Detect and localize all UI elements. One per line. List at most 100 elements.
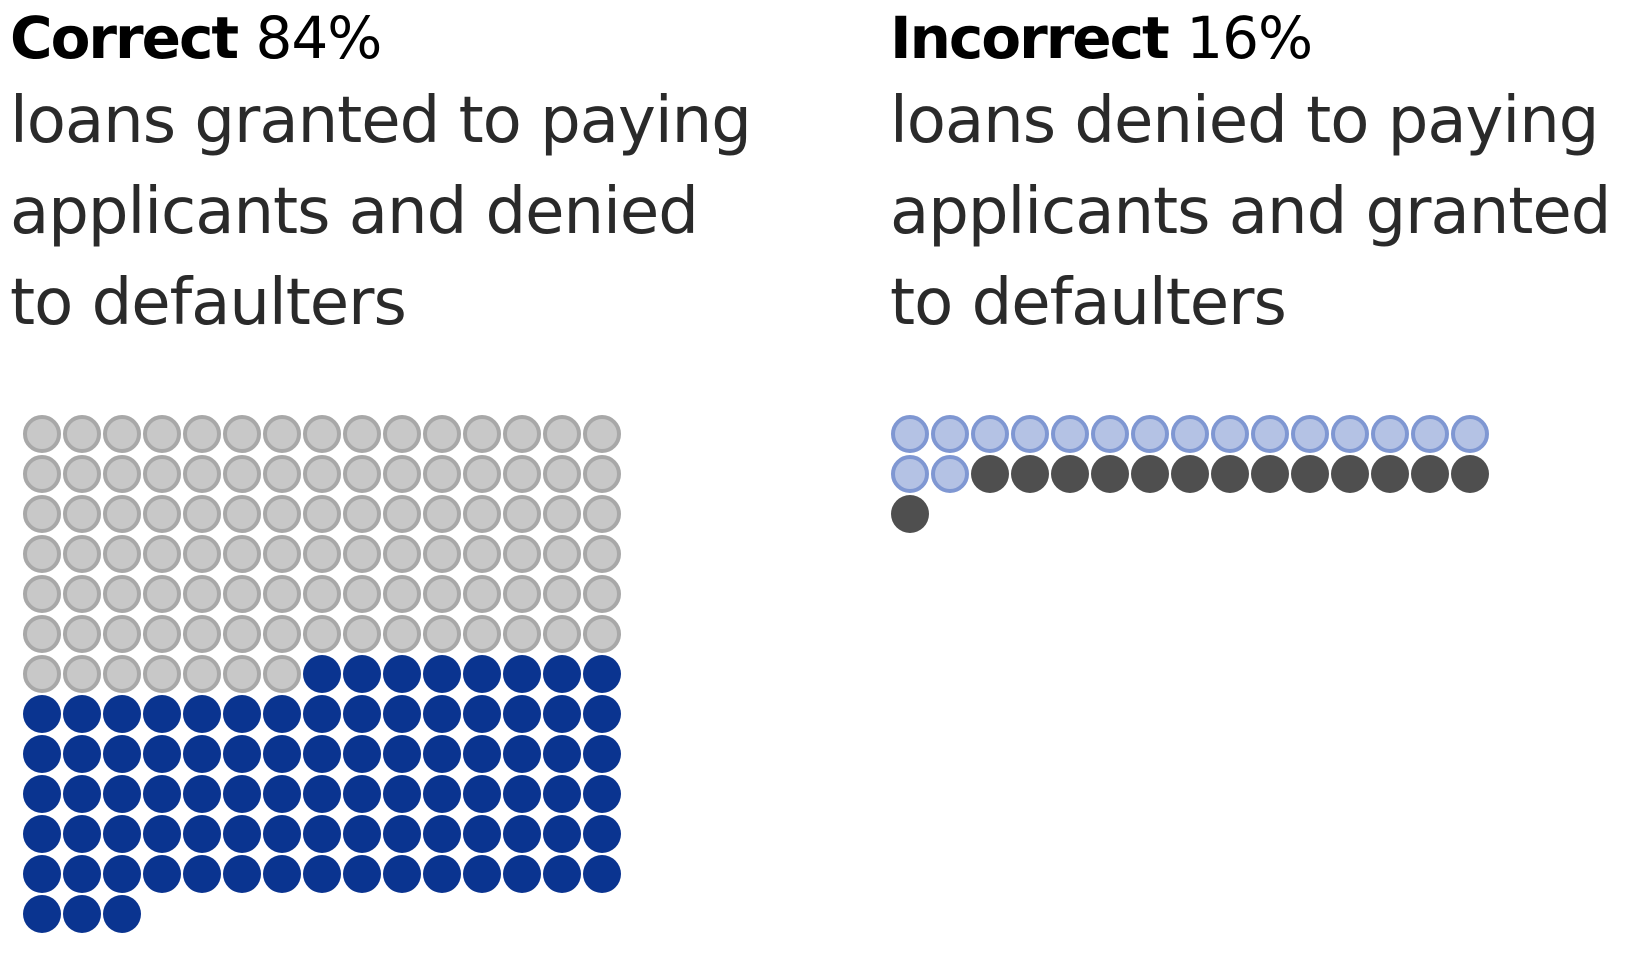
- correct-waffle-dot-seg1: [543, 415, 581, 453]
- correct-waffle-dot-seg2: [303, 655, 341, 693]
- correct-waffle-dot-seg2: [143, 735, 181, 773]
- correct-waffle: [23, 415, 621, 933]
- correct-waffle-dot-seg2: [303, 855, 341, 893]
- incorrect-waffle-dot-seg2: [1131, 455, 1169, 493]
- correct-waffle-dot-seg1: [463, 575, 501, 613]
- correct-waffle-dot-seg1: [463, 455, 501, 493]
- correct-waffle-dot-seg1: [143, 535, 181, 573]
- correct-waffle-dot-seg1: [303, 575, 341, 613]
- incorrect-waffle-dot-seg2: [1051, 455, 1089, 493]
- correct-waffle-dot-seg2: [463, 815, 501, 853]
- correct-waffle-dot-seg1: [303, 535, 341, 573]
- correct-waffle-dot-seg1: [23, 615, 61, 653]
- correct-waffle-dot-seg2: [503, 655, 541, 693]
- correct-waffle-dot-seg1: [223, 495, 261, 533]
- correct-waffle-dot-seg1: [63, 455, 101, 493]
- correct-waffle-dot-seg2: [23, 855, 61, 893]
- correct-waffle-dot-seg2: [383, 855, 421, 893]
- correct-waffle-dot-seg2: [63, 815, 101, 853]
- correct-waffle-dot-seg1: [183, 415, 221, 453]
- correct-waffle-dot-seg2: [543, 695, 581, 733]
- correct-waffle-dot-seg2: [543, 735, 581, 773]
- correct-waffle-dot-seg2: [463, 695, 501, 733]
- correct-waffle-dot-seg2: [63, 895, 101, 933]
- correct-waffle-dot-seg2: [63, 855, 101, 893]
- correct-waffle-dot-seg1: [463, 415, 501, 453]
- correct-waffle-dot-seg2: [503, 735, 541, 773]
- correct-waffle-dot-seg1: [103, 535, 141, 573]
- correct-waffle-dot-seg1: [263, 455, 301, 493]
- correct-waffle-dot-seg1: [383, 575, 421, 613]
- correct-waffle-dot-seg1: [263, 415, 301, 453]
- correct-waffle-dot-seg1: [423, 535, 461, 573]
- correct-waffle-dot-seg1: [223, 575, 261, 613]
- correct-waffle-dot-seg1: [23, 655, 61, 693]
- correct-waffle-dot-seg1: [463, 615, 501, 653]
- incorrect-waffle-dot-seg1: [1411, 415, 1449, 453]
- incorrect-waffle-dot-seg2: [1411, 455, 1449, 493]
- correct-waffle-dot-seg2: [343, 735, 381, 773]
- correct-waffle-dot-seg2: [23, 735, 61, 773]
- correct-waffle-dot-seg2: [183, 775, 221, 813]
- correct-waffle-dot-seg2: [143, 775, 181, 813]
- correct-waffle-dot-seg2: [23, 815, 61, 853]
- correct-waffle-dot-seg1: [63, 495, 101, 533]
- correct-waffle-dot-seg1: [583, 415, 621, 453]
- correct-waffle-dot-seg1: [543, 615, 581, 653]
- correct-waffle-dot-seg1: [143, 615, 181, 653]
- correct-waffle-dot-seg1: [223, 655, 261, 693]
- correct-waffle-dot-seg2: [303, 815, 341, 853]
- correct-waffle-dot-seg1: [583, 575, 621, 613]
- incorrect-waffle-dot-seg1: [1051, 415, 1089, 453]
- correct-waffle-dot-seg1: [183, 535, 221, 573]
- incorrect-waffle-dot-seg1: [931, 415, 969, 453]
- correct-waffle-dot-seg2: [343, 855, 381, 893]
- correct-waffle-dot-seg2: [423, 855, 461, 893]
- correct-waffle-dot-seg2: [103, 855, 141, 893]
- correct-waffle-dot-seg2: [103, 815, 141, 853]
- correct-waffle-dot-seg1: [423, 455, 461, 493]
- correct-waffle-dot-seg2: [303, 695, 341, 733]
- incorrect-waffle-dot-seg1: [931, 455, 969, 493]
- correct-waffle-dot-seg1: [543, 575, 581, 613]
- correct-waffle-dot-seg1: [103, 495, 141, 533]
- incorrect-waffle-dot-seg1: [1251, 415, 1289, 453]
- correct-waffle-dot-seg1: [503, 535, 541, 573]
- correct-waffle-dot-seg2: [23, 775, 61, 813]
- correct-description-line-1: loans granted to paying: [10, 84, 752, 158]
- correct-waffle-dot-seg2: [583, 775, 621, 813]
- correct-waffle-dot-seg1: [183, 455, 221, 493]
- incorrect-waffle-dot-seg2: [1171, 455, 1209, 493]
- correct-waffle-dot-seg2: [503, 695, 541, 733]
- correct-waffle-dot-seg1: [223, 535, 261, 573]
- correct-waffle-dot-seg1: [583, 495, 621, 533]
- correct-waffle-dot-seg1: [383, 455, 421, 493]
- correct-waffle-dot-seg2: [583, 815, 621, 853]
- correct-waffle-dot-seg1: [183, 655, 221, 693]
- correct-waffle-dot-seg2: [103, 735, 141, 773]
- correct-waffle-dot-seg1: [463, 495, 501, 533]
- correct-waffle-dot-seg1: [263, 655, 301, 693]
- correct-waffle-dot-seg1: [263, 495, 301, 533]
- correct-waffle-dot-seg1: [343, 575, 381, 613]
- correct-waffle-dot-seg1: [23, 455, 61, 493]
- incorrect-waffle: [891, 415, 1489, 533]
- incorrect-headline: Incorrect 16%: [890, 0, 1630, 76]
- correct-waffle-dot-seg2: [343, 815, 381, 853]
- correct-waffle-dot-seg1: [583, 455, 621, 493]
- correct-waffle-dot-seg2: [23, 695, 61, 733]
- correct-waffle-dot-seg2: [63, 735, 101, 773]
- correct-waffle-dot-seg2: [383, 815, 421, 853]
- correct-waffle-dot-seg2: [223, 695, 261, 733]
- correct-waffle-dot-seg2: [543, 855, 581, 893]
- correct-headline: Correct 84%: [10, 0, 850, 76]
- incorrect-waffle-dot-seg1: [1211, 415, 1249, 453]
- correct-waffle-dot-seg2: [343, 655, 381, 693]
- correct-waffle-dot-seg1: [23, 575, 61, 613]
- correct-waffle-dot-seg1: [423, 415, 461, 453]
- correct-waffle-dot-seg1: [103, 415, 141, 453]
- correct-waffle-dot-seg2: [463, 775, 501, 813]
- incorrect-waffle-dot-seg2: [971, 455, 1009, 493]
- incorrect-waffle-dot-seg1: [891, 415, 929, 453]
